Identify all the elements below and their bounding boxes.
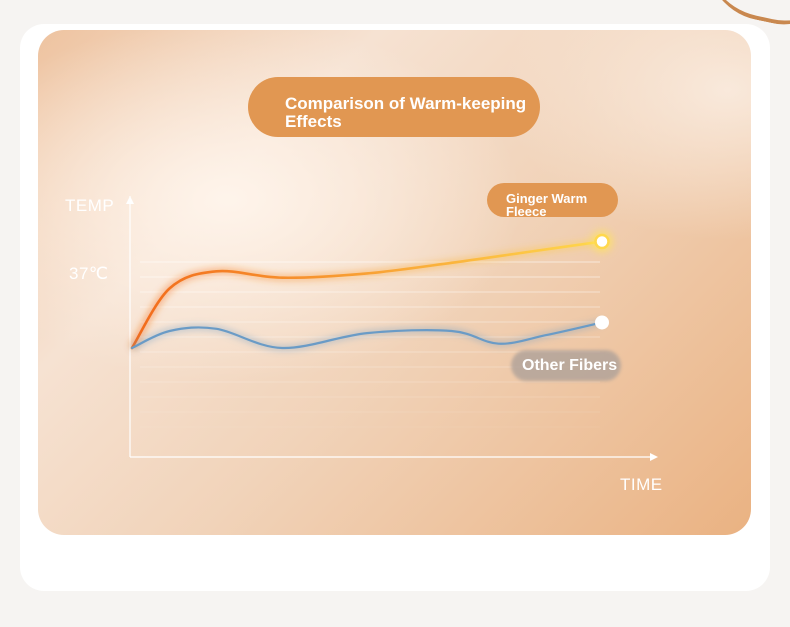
y-tick-label: 37℃ — [69, 264, 109, 283]
series-other-endpoint — [595, 315, 609, 330]
series-ginger-endpoint — [594, 233, 610, 250]
legend-other-pill — [511, 350, 621, 381]
legend-other-label: Other Fibers — [522, 357, 618, 374]
legend-ginger-pill — [487, 183, 618, 217]
chart-grid — [140, 261, 600, 430]
series-ginger-line — [130, 240, 604, 350]
legend-ginger-label: Ginger Warm Fleece — [506, 191, 588, 219]
x-axis-arrow — [650, 453, 658, 461]
chart-title: Comparison of Warm-keeping Effects — [285, 94, 527, 131]
chart-series — [128, 230, 613, 351]
y-axis-arrow — [126, 196, 134, 204]
x-axis-label: TIME — [620, 475, 663, 494]
series-other-glow — [130, 319, 603, 351]
chart-axes — [126, 196, 658, 461]
y-axis-label: TEMP — [65, 196, 115, 215]
series-other-line — [130, 321, 604, 350]
title-pill — [248, 77, 540, 137]
